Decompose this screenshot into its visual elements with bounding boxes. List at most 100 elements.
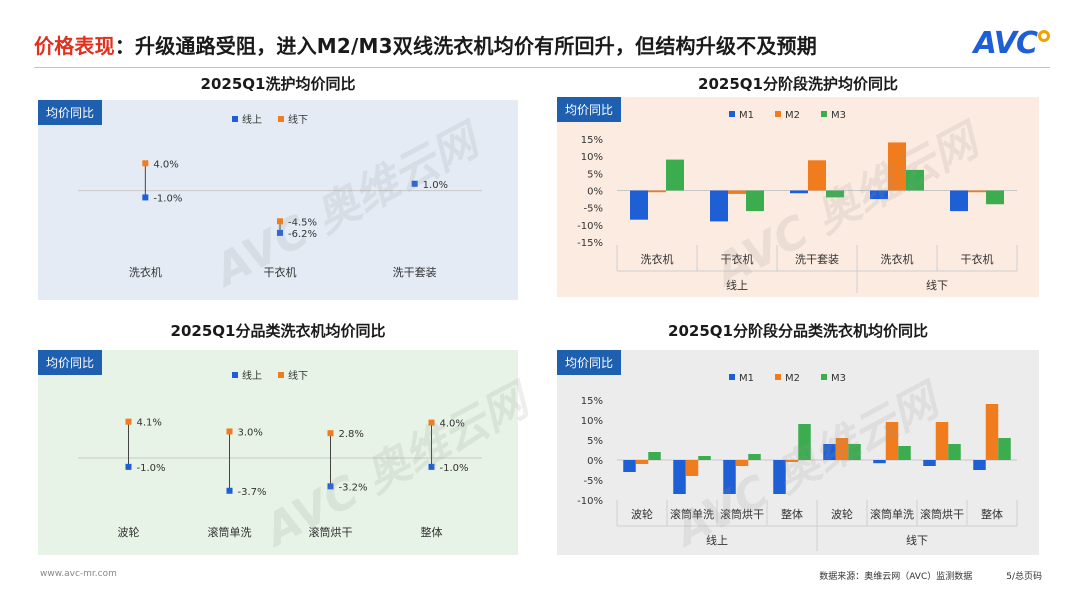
bar-br-m1-3: [773, 460, 786, 494]
bar-br-m2-4: [835, 438, 849, 460]
legend-swatch-bl-0: [232, 372, 238, 378]
legend-label-tl-1: 线下: [288, 113, 308, 126]
bar-br-m2-1: [685, 460, 699, 476]
chart-svg-bl: 线上 线下 -1.0% 4.1% 波轮 -3.7% 3.0% 滚筒单洗 -3.2% 2.8% 滚筒烘…: [38, 350, 518, 555]
legend-label-br-0: M1: [739, 373, 754, 384]
data-label-online-bl-0: -1.0%: [137, 463, 166, 474]
slide-title-accent: 价格表现: [34, 34, 115, 58]
footer-info: 数据来源：奥维云网（AVC）监测数据 5/总页码: [819, 569, 1042, 582]
point-offline-tl-0: [142, 160, 149, 167]
bar-br-m1-1: [673, 460, 686, 494]
group-label-br-1: 线下: [906, 533, 928, 547]
footer-source: 数据来源：奥维云网（AVC）监测数据: [819, 572, 973, 582]
data-label-online-bl-2: -3.2%: [339, 482, 368, 493]
legend-swatch-br-0: [729, 374, 735, 380]
chart-svg-br: M1 M2 M3-10%-5%0%5%10%15%波轮 滚筒单洗 滚筒烘干 整体 波轮 滚筒单…: [557, 350, 1039, 555]
category-label-tr-0: 洗衣机: [641, 252, 674, 266]
bar-br-m3-5: [898, 446, 911, 460]
legend-swatch-br-1: [775, 374, 781, 380]
chart-tag-bl: 均价同比: [38, 350, 103, 375]
y-tick-label-br-5: 15%: [581, 396, 603, 407]
category-label-tr-4: 干衣机: [961, 252, 994, 266]
category-label-tr-2: 洗干套装: [795, 253, 839, 266]
chart-title-tl: 2025Q1洗护均价同比: [200, 75, 356, 93]
legend-label-br-2: M3: [831, 373, 846, 384]
bar-br-m1-4: [823, 444, 836, 460]
legend-swatch-br-2: [821, 374, 827, 380]
y-tick-label-br-0: -10%: [577, 496, 603, 507]
chart-svg-tl: 线上 线下 -1.0% 4.0% 洗衣机 -6.2%-4.5% 干衣机 1.0% 洗干套装: [38, 100, 518, 300]
data-label-offline-tl-1: -4.5%: [288, 217, 317, 228]
bar-tr-m3-1: [746, 190, 764, 212]
chart-panel-tl: 均价同比 线上 线下 -1.0% 4.0% 洗衣机 -6.2% -4.5% 干衣机 1.0% 洗干…: [38, 100, 518, 300]
bar-tr-m1-1: [710, 190, 728, 222]
point-offline-bl-3: [428, 419, 435, 426]
category-label-br-5: 滚筒单洗: [870, 507, 914, 521]
point-online-tl-0: [142, 194, 149, 201]
point-online-bl-1: [226, 487, 233, 494]
bar-tr-m2-3: [888, 142, 906, 191]
legend-label-bl-0: 线上: [242, 369, 262, 382]
legend-swatch-tl-0: [232, 116, 238, 122]
chart-panel-tr: 均价同比 M1 M2 M3 -15% -10% -5% 0% 5% 10% 15% 洗衣机 干衣机 洗干…: [557, 97, 1039, 297]
bar-br-m2-7: [985, 404, 999, 460]
data-label-online-tl-0: -1.0%: [153, 193, 182, 204]
category-label-br-7: 整体: [981, 507, 1003, 521]
chart-tag-br: 均价同比: [557, 350, 622, 375]
category-label-bl-3: 整体: [421, 525, 443, 539]
bar-tr-m2-4: [968, 190, 986, 193]
point-online-bl-2: [327, 483, 334, 490]
chart-title-br: 2025Q1分阶段分品类洗衣机均价同比: [668, 322, 928, 340]
y-tick-label-tr-5: 10%: [581, 152, 603, 163]
bar-br-m3-1: [698, 456, 711, 460]
bar-br-m3-4: [848, 444, 861, 460]
bar-br-m1-5: [873, 460, 886, 464]
bar-tr-m1-2: [790, 190, 808, 194]
bar-tr-m2-0: [648, 190, 666, 193]
y-tick-label-br-4: 10%: [581, 416, 603, 427]
category-label-tl-0: 洗衣机: [129, 265, 162, 279]
legend-label-br-1: M2: [785, 373, 800, 384]
category-label-bl-1: 滚筒单洗: [208, 525, 252, 539]
legend-swatch-tl-1: [278, 116, 284, 122]
chart-tag-tr: 均价同比: [557, 97, 622, 122]
chart-tag-tl: 均价同比: [38, 100, 103, 125]
bar-br-m3-0: [648, 452, 661, 460]
category-label-tl-2: 洗干套装: [393, 266, 437, 279]
title-divider: [34, 67, 1050, 68]
legend-label-tr-2: M3: [831, 110, 846, 121]
bar-br-m1-7: [973, 460, 986, 470]
category-label-br-2: 滚筒烘干: [720, 507, 764, 521]
footer-page: 5/总页码: [1006, 572, 1042, 582]
bar-br-m3-3: [798, 424, 811, 460]
bar-br-m3-6: [948, 444, 961, 460]
bar-tr-m1-3: [870, 190, 888, 200]
point-offline-bl-2: [327, 430, 334, 437]
y-tick-label-tr-0: -15%: [577, 238, 603, 249]
bar-br-m1-2: [723, 460, 736, 494]
y-tick-label-tr-6: 15%: [581, 135, 603, 146]
bar-br-m2-2: [735, 460, 749, 466]
group-label-br-0: 线上: [706, 533, 728, 547]
category-label-tr-3: 洗衣机: [881, 252, 914, 266]
legend-swatch-bl-1: [278, 372, 284, 378]
data-label-online-tl-2: 1.0%: [423, 180, 448, 191]
chart-svg-tr: M1 M2 M3 -15% -10% -5% 0% 5% 10% 15% 洗衣机 干衣机 洗干套装 洗衣机…: [557, 97, 1039, 297]
chart-panel-bl: 均价同比 线上 线下 -1.0% 4.1% 波轮 -3.7% 3.0% 滚筒单洗 -3.2% 2.…: [38, 350, 518, 555]
bar-tr-m1-0: [630, 190, 648, 220]
bar-br-m3-2: [748, 454, 761, 460]
footer-website[interactable]: www.avc-mr.com: [40, 569, 117, 579]
point-online-tl-2: [411, 180, 418, 187]
bar-tr-m2-2: [808, 160, 826, 191]
chart-bg-tl: [38, 100, 518, 300]
point-online-bl-3: [428, 463, 435, 470]
legend-swatch-tr-0: [729, 111, 735, 117]
slide-title: 价格表现：升级通路受阻，进入M2/M3双线洗衣机均价有所回升，但结构升级不及预期: [34, 30, 817, 59]
group-label-tr-0: 线上: [726, 278, 748, 292]
logo-ring-icon: [1038, 30, 1050, 42]
slide-title-rest: ：升级通路受阻，进入M2/M3双线洗衣机均价有所回升，但结构升级不及预期: [114, 34, 817, 58]
bar-br-m2-0: [635, 460, 649, 464]
chart-panel-br: 均价同比 M1 M2 M3 -10% -5% 0% 5% 10% 15% 波轮 滚筒单洗 滚筒烘干 整体…: [557, 350, 1039, 555]
avc-logo-text: AVC: [973, 26, 1038, 61]
data-label-online-bl-1: -3.7%: [238, 487, 267, 498]
